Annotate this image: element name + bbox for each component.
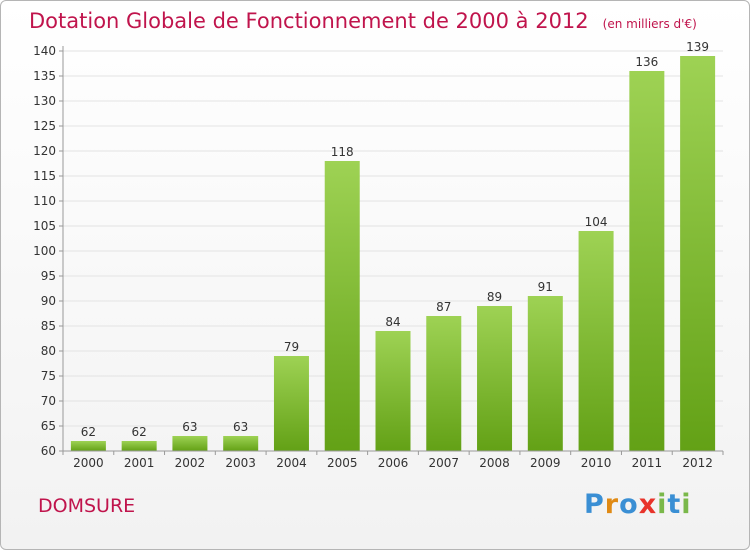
x-tick-label-2000: 2000 [73, 456, 104, 470]
y-tick-label: 135 [33, 69, 56, 83]
data-label-2011: 136 [635, 55, 658, 69]
logo-letter: x [638, 489, 658, 520]
y-tick-label: 120 [33, 144, 56, 158]
data-label-2009: 91 [538, 280, 553, 294]
logo-letter: r [604, 489, 620, 520]
x-tick-label-2005: 2005 [327, 456, 358, 470]
data-label-2005: 118 [331, 145, 354, 159]
bar-2005 [324, 161, 360, 451]
x-tick-label-2007: 2007 [428, 456, 459, 470]
y-tick-label: 60 [41, 444, 56, 458]
y-tick-label: 105 [33, 219, 56, 233]
x-tick-label-2010: 2010 [581, 456, 612, 470]
y-tick-label: 100 [33, 244, 56, 258]
y-tick-label: 85 [41, 319, 56, 333]
bar-2002 [172, 436, 208, 451]
x-tick-label-2002: 2002 [175, 456, 206, 470]
data-label-2006: 84 [385, 315, 400, 329]
logo-letter: i [657, 489, 668, 520]
logo-letter: t [667, 489, 682, 520]
x-tick-label-2003: 2003 [225, 456, 256, 470]
bars: 62 62 63 63 79 118 84 87 89 91 104 136 139 [70, 40, 716, 451]
data-label-2001: 62 [132, 425, 147, 439]
unit-note: (en milliers d'€) [602, 17, 697, 31]
x-tick-label-2012: 2012 [682, 456, 713, 470]
bar-2001 [121, 441, 157, 451]
y-tick-label: 125 [33, 119, 56, 133]
logo-letter: P [584, 489, 605, 520]
x-tick-label-2001: 2001 [124, 456, 155, 470]
data-label-2010: 104 [585, 215, 608, 229]
title-text: Dotation Globale de Fonctionnement de 20… [29, 9, 589, 33]
data-label-2002: 63 [182, 420, 197, 434]
x-tick-label-2011: 2011 [632, 456, 663, 470]
y-tick-label: 80 [41, 344, 56, 358]
bar-2010 [578, 231, 614, 451]
y-tick-label: 130 [33, 94, 56, 108]
bar-2012 [680, 56, 716, 451]
bar-2003 [223, 436, 259, 451]
data-label-2012: 139 [686, 40, 709, 54]
bar-2004 [273, 356, 309, 451]
bar-2009 [527, 296, 563, 451]
x-tick-label-2008: 2008 [479, 456, 510, 470]
bar-2007 [426, 316, 462, 451]
data-label-2008: 89 [487, 290, 502, 304]
commune-name: DOMSURE [38, 495, 136, 517]
x-tick-label-2009: 2009 [530, 456, 561, 470]
data-label-2004: 79 [284, 340, 299, 354]
y-tick-label: 140 [33, 44, 56, 58]
proxiti-logo: Proxiti [584, 489, 692, 520]
data-label-2007: 87 [436, 300, 451, 314]
bar-2000 [70, 441, 106, 451]
x-tick-label-2006: 2006 [378, 456, 409, 470]
logo-letter: o [619, 489, 639, 520]
y-tick-label: 65 [41, 419, 56, 433]
y-tick-label: 75 [41, 369, 56, 383]
bar-2008 [477, 306, 513, 451]
data-label-2003: 63 [233, 420, 248, 434]
chart-title: Dotation Globale de Fonctionnement de 20… [29, 9, 697, 33]
y-tick-label: 70 [41, 394, 56, 408]
y-tick-label: 90 [41, 294, 56, 308]
y-tick-label: 110 [33, 194, 56, 208]
x-tick-label-2004: 2004 [276, 456, 307, 470]
axes: 60 65 70 75 80 85 90 95 100 105 110 115 120 125 130 135… [33, 44, 724, 470]
bar-2011 [629, 71, 665, 451]
data-label-2000: 62 [81, 425, 96, 439]
logo-letter: i [681, 489, 692, 520]
y-tick-label: 95 [41, 269, 56, 283]
bar-2006 [375, 331, 411, 451]
y-tick-label: 115 [33, 169, 56, 183]
